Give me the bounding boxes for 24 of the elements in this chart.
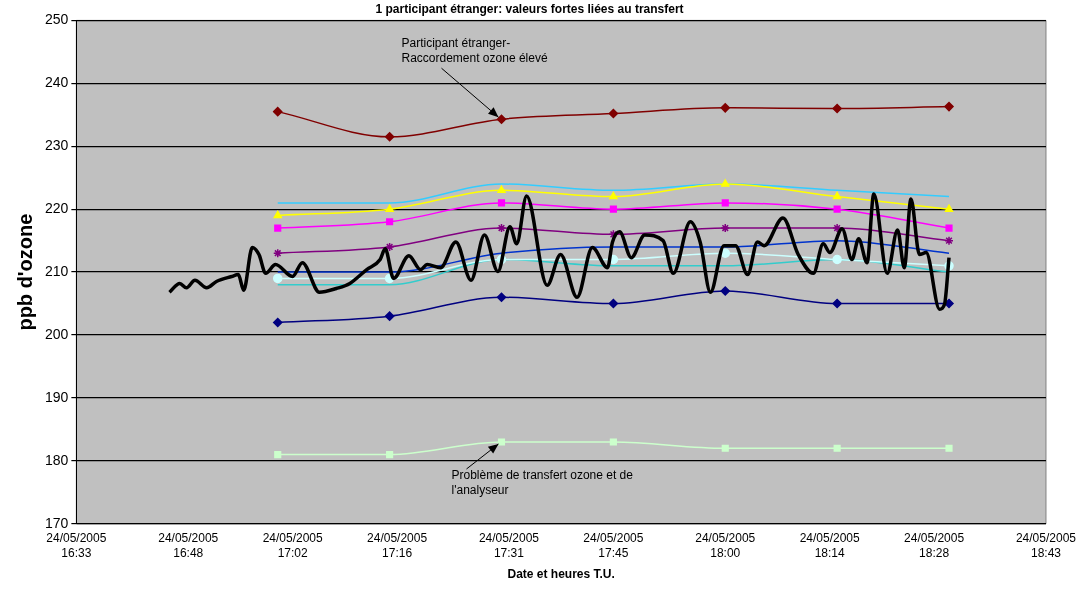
chart-title: 1 participant étranger: valeurs fortes liées au transfert [375,1,684,16]
x-axis-title: Date et heures T.U. [507,567,615,582]
x-tick-label: 24/05/2005 18:14 [799,531,861,560]
y-tick-label: 170 [45,514,69,531]
annotation: Problème de transfert ozone et de l'analyseur [451,468,634,498]
annotation: Participant étranger- Raccordement ozone élevé [401,35,548,65]
x-tick-label: 24/05/2005 18:00 [695,531,756,560]
y-tick-label: 220 [45,200,69,217]
x-tick-label: 24/05/2005 18:43 [1015,531,1077,560]
y-axis-title: ppb d'ozone [13,213,36,331]
x-tick-label: 24/05/2005 18:28 [904,531,965,560]
y-tick-label: 230 [45,137,69,154]
y-tick-label: 240 [45,74,69,91]
x-tick-label: 24/05/2005 16:48 [158,531,219,560]
x-tick-label: 24/05/2005 17:02 [262,531,324,560]
y-tick-label: 200 [45,325,69,342]
y-tick-label: 190 [45,388,69,405]
x-tick-label: 24/05/2005 17:31 [478,531,540,560]
y-tick-label: 210 [45,262,69,279]
x-tick-label: 24/05/2005 17:16 [367,531,428,560]
y-tick-label: 180 [45,451,69,468]
x-tick-label: 24/05/2005 16:33 [46,531,107,560]
x-tick-label: 24/05/2005 17:45 [583,531,644,560]
y-tick-label: 250 [45,11,69,28]
